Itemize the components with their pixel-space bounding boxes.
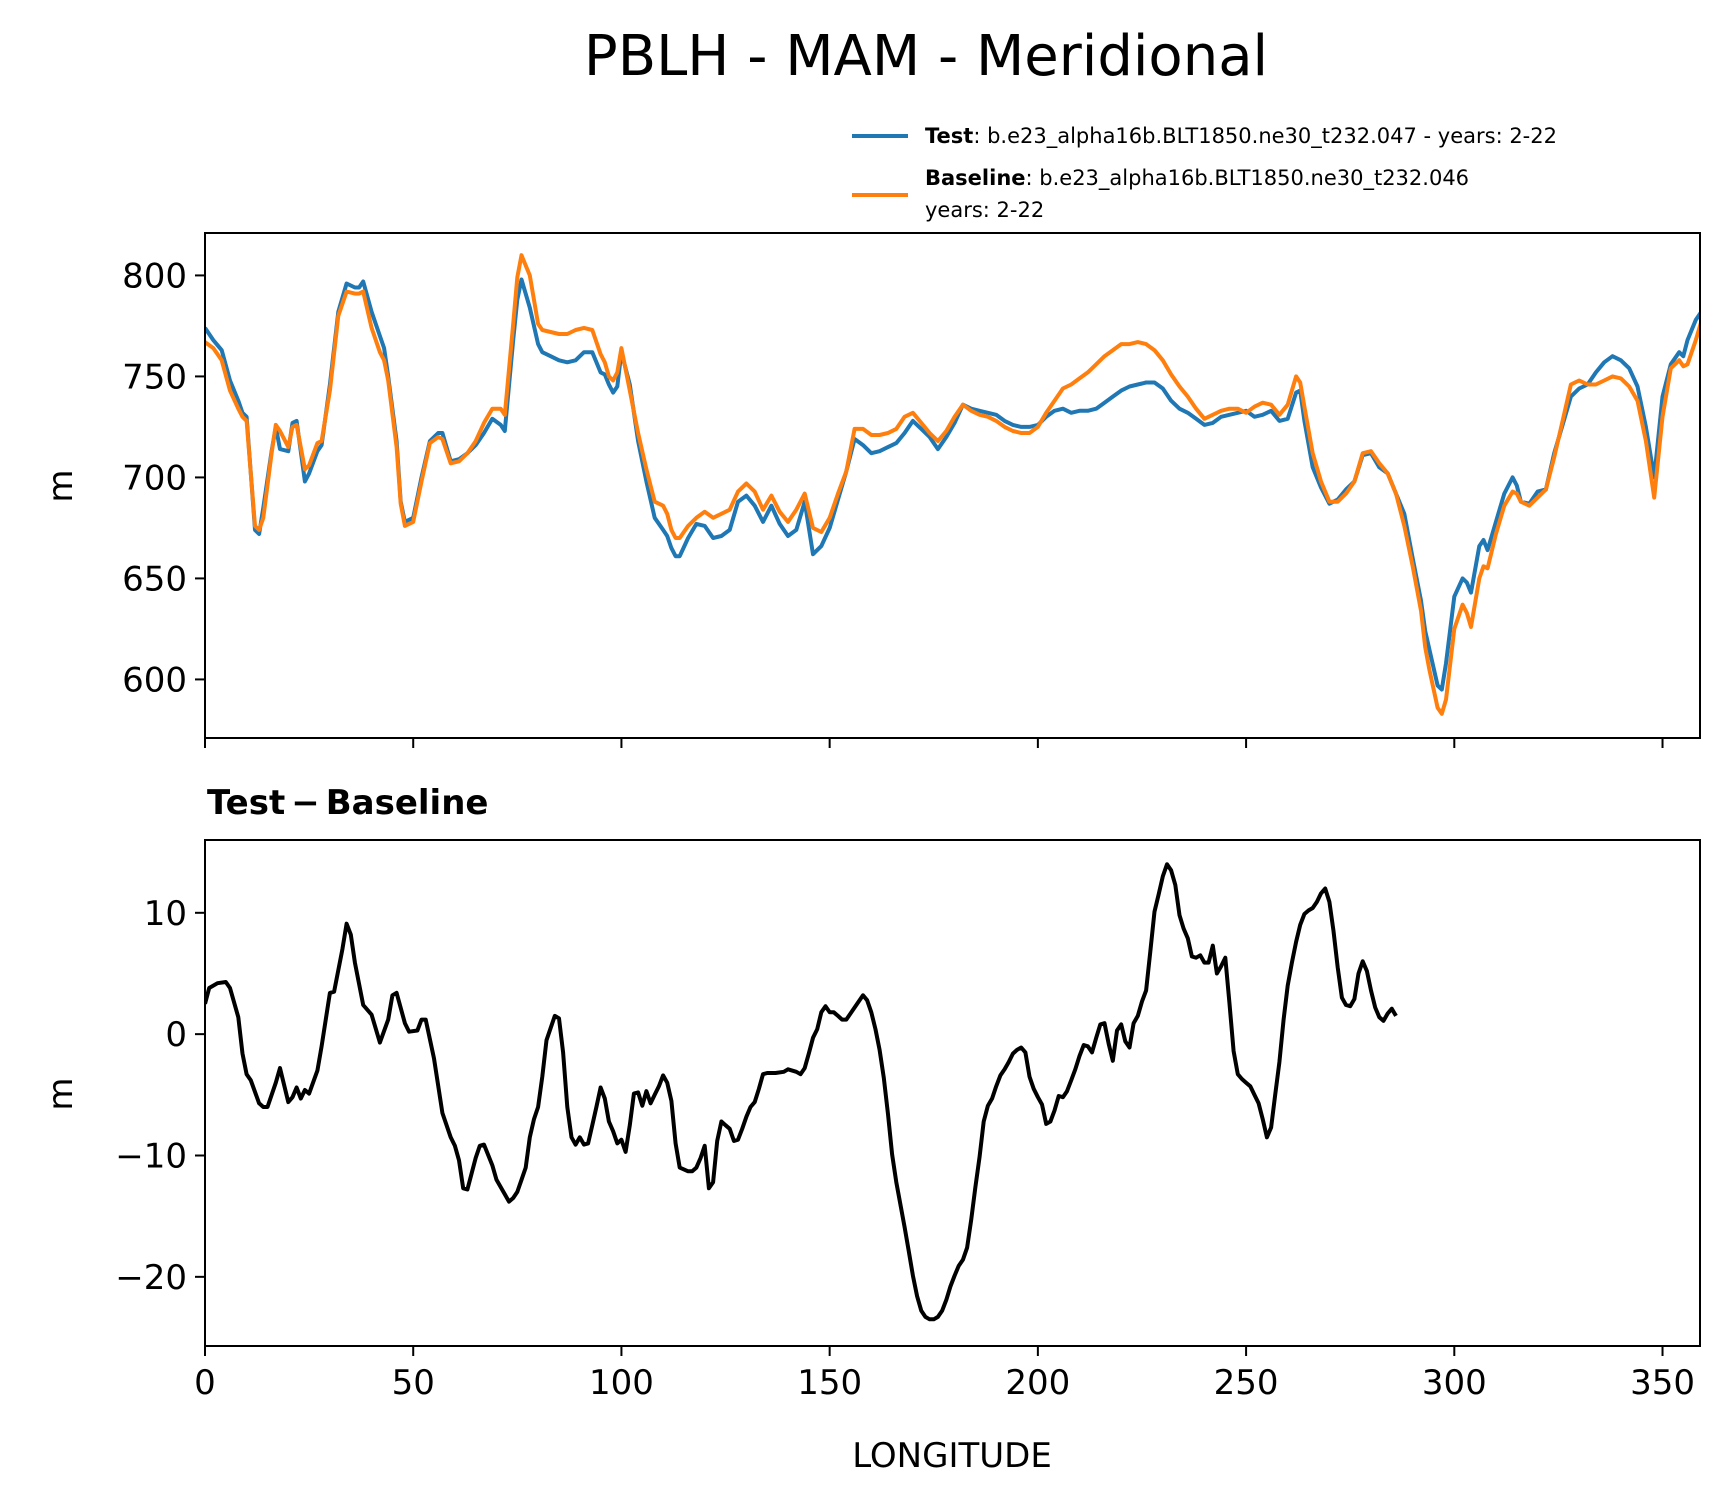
top-axes-frame bbox=[204, 232, 1701, 739]
bottom-title-test: Test bbox=[207, 783, 285, 823]
legend-test-desc: : b.e23_alpha16b.BLT1850.ne30_t232.047 -… bbox=[973, 124, 1557, 149]
top-x-ticks bbox=[204, 738, 1664, 748]
top-series-baseline bbox=[205, 253, 1700, 716]
top-y-ticks: 600 650 700 750 800 bbox=[122, 256, 205, 700]
bottom-xtick-label: 50 bbox=[392, 1363, 435, 1403]
chart-title: PBLH - MAM - Meridional bbox=[584, 24, 1268, 89]
bottom-ytick-label: −20 bbox=[115, 1258, 187, 1298]
bottom-ytick-label: 10 bbox=[144, 894, 187, 934]
legend-test-label: Test: b.e23_alpha16b.BLT1850.ne30_t232.0… bbox=[925, 124, 1557, 149]
top-series bbox=[205, 253, 1700, 716]
legend-baseline-desc: : b.e23_alpha16b.BLT1850.ne30_t232.046 bbox=[1026, 166, 1470, 191]
bottom-series bbox=[205, 862, 1398, 1322]
top-ytick-label: 750 bbox=[122, 357, 187, 397]
bottom-title-baseline: Baseline bbox=[326, 783, 489, 823]
x-axis-label: LONGITUDE bbox=[852, 1436, 1052, 1476]
top-ytick-label: 700 bbox=[122, 458, 187, 498]
bottom-y-ticks: −20 −10 0 10 bbox=[115, 894, 205, 1298]
bottom-xtick-label: 150 bbox=[797, 1363, 862, 1403]
bottom-xtick-label: 100 bbox=[589, 1363, 654, 1403]
top-ytick-label: 600 bbox=[122, 660, 187, 700]
bottom-axes-frame bbox=[204, 839, 1701, 1347]
bottom-series-test-baseline bbox=[205, 862, 1398, 1322]
bottom-panel-title: Test − Baseline bbox=[207, 783, 488, 823]
legend: Test: b.e23_alpha16b.BLT1850.ne30_t232.0… bbox=[852, 124, 1557, 222]
bottom-x-ticks: 0 50 100 150 200 250 300 350 bbox=[194, 1346, 1695, 1403]
bottom-y-axis-label: m bbox=[41, 1077, 81, 1110]
bottom-title-operator: − bbox=[291, 783, 320, 823]
bottom-ytick-label: 0 bbox=[165, 1015, 187, 1055]
top-y-axis-label: m bbox=[41, 469, 81, 502]
top-ytick-label: 650 bbox=[122, 559, 187, 599]
bottom-xtick-label: 0 bbox=[194, 1363, 216, 1403]
bottom-xtick-label: 200 bbox=[1005, 1363, 1070, 1403]
top-panel: 600 650 700 750 800 m bbox=[41, 232, 1701, 748]
bottom-xtick-label: 250 bbox=[1214, 1363, 1279, 1403]
legend-baseline-years: years: 2-22 bbox=[925, 198, 1044, 222]
top-ytick-label: 800 bbox=[122, 256, 187, 296]
bottom-panel: Test − Baseline −20 −10 0 10 0 50 100 150 200 250 3… bbox=[41, 783, 1701, 1476]
legend-baseline-label: Baseline: b.e23_alpha16b.BLT1850.ne30_t2… bbox=[925, 166, 1469, 191]
bottom-xtick-label: 300 bbox=[1422, 1363, 1487, 1403]
legend-baseline-name: Baseline bbox=[925, 166, 1026, 190]
bottom-xtick-label: 350 bbox=[1630, 1363, 1695, 1403]
legend-test-name: Test bbox=[925, 124, 973, 148]
bottom-ytick-label: −10 bbox=[115, 1136, 187, 1176]
